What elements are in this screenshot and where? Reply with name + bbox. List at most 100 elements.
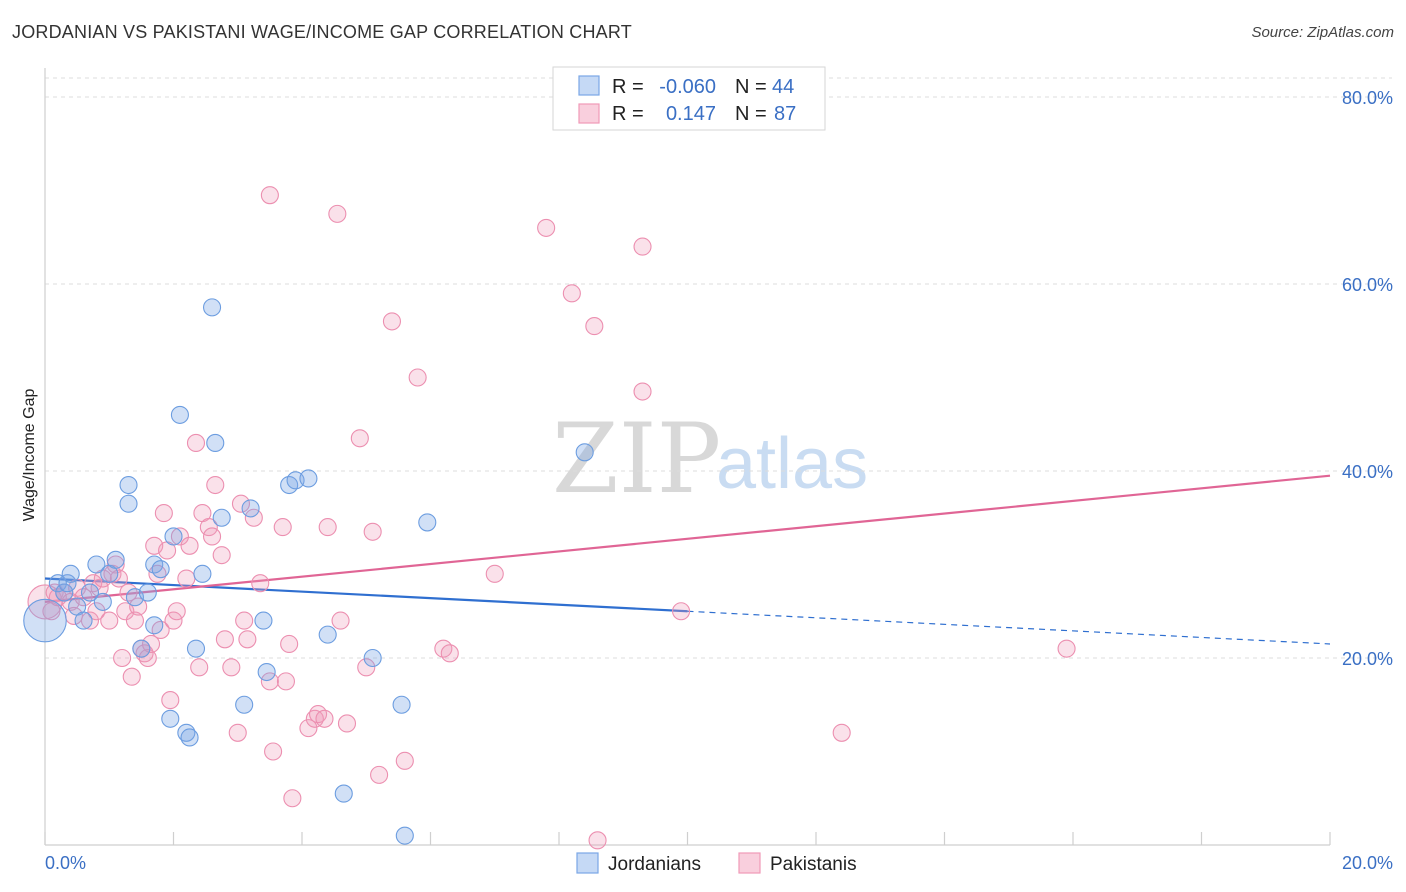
legend-r-value-2: 0.147 <box>666 103 716 125</box>
legend-r-label-2: R = <box>612 103 644 125</box>
point-pakistani <box>299 719 318 738</box>
point-jordanian <box>145 555 164 574</box>
point-pakistani <box>222 658 241 677</box>
data-points <box>23 186 1076 850</box>
legend-n-value-2: 87 <box>774 103 796 125</box>
point-jordanian <box>93 592 112 611</box>
point-pakistani <box>633 237 652 256</box>
point-pakistani <box>74 588 93 607</box>
point-pakistani <box>588 831 607 850</box>
point-pakistani <box>280 634 299 654</box>
point-pakistani <box>180 536 199 555</box>
point-pakistani <box>106 555 125 574</box>
point-pakistani <box>264 742 283 761</box>
point-jordanian <box>193 564 212 583</box>
x-tick-label: 0.0% <box>45 853 86 873</box>
point-pakistani <box>434 639 453 658</box>
point-pakistani <box>537 218 556 237</box>
point-pakistani <box>206 475 225 495</box>
point-jordanian <box>280 475 299 495</box>
point-pakistani <box>170 527 189 546</box>
point-pakistani <box>260 186 279 205</box>
point-pakistani <box>100 611 119 630</box>
point-pakistani <box>382 312 402 331</box>
legend-n-label-1: N = <box>735 76 767 98</box>
point-jordanian <box>74 611 93 630</box>
bottom-legend-swatch-pakistanis <box>738 852 761 874</box>
point-pakistani <box>87 602 106 621</box>
point-pakistani <box>315 709 334 728</box>
point-jordanian <box>186 639 206 658</box>
point-pakistani <box>215 630 234 649</box>
point-pakistani <box>633 382 652 401</box>
watermark-zip: ZIP <box>552 403 721 515</box>
point-jordanian <box>392 695 411 714</box>
point-jordanian <box>145 616 164 635</box>
point-jordanian <box>418 513 437 532</box>
point-pakistani <box>212 546 231 565</box>
point-pakistani <box>203 527 222 546</box>
point-pakistani <box>832 723 851 742</box>
watermark-atlas: atlas <box>716 424 868 504</box>
y-axis-label: Wage/Income Gap <box>21 389 38 522</box>
point-jordanian <box>363 648 382 668</box>
point-pakistani <box>167 602 186 621</box>
point-pakistani <box>485 564 504 583</box>
point-pakistani <box>337 714 357 733</box>
point-pakistani <box>190 658 209 677</box>
trend-line-jordanians <box>44 577 688 613</box>
legend-box: R = -0.060 N = 44 R = 0.147 N = 87 <box>552 66 826 131</box>
trend-line-jordanians-extrapolated <box>687 610 1331 645</box>
legend-n-value-1: 44 <box>772 76 794 98</box>
point-jordanian <box>299 469 318 488</box>
axes <box>44 68 1331 846</box>
point-pakistani <box>138 648 157 668</box>
point-jordanian <box>212 508 231 527</box>
point-jordanian <box>318 625 337 644</box>
point-jordanian <box>206 433 225 453</box>
point-jordanian <box>334 784 353 803</box>
point-pakistani <box>440 644 459 663</box>
y-tick-label: 20.0% <box>1342 649 1393 669</box>
point-jordanian <box>119 475 138 495</box>
point-pakistani <box>276 672 295 691</box>
point-jordanian <box>241 499 260 518</box>
point-pakistani <box>186 433 206 453</box>
point-pakistani <box>125 611 144 630</box>
bottom-legend-swatch-jordanians <box>576 852 599 874</box>
point-pakistani <box>672 602 691 621</box>
point-jordanian <box>138 583 157 602</box>
point-pakistani <box>331 611 350 630</box>
y-tick-label: 40.0% <box>1342 462 1393 482</box>
point-pakistani <box>350 429 369 448</box>
point-jordanian <box>132 639 151 658</box>
y-tick-labels: 20.0% 40.0% 60.0% 80.0% <box>1342 88 1393 669</box>
point-jordanian <box>257 662 276 682</box>
point-pakistani <box>395 751 414 770</box>
point-pakistani <box>231 494 251 513</box>
point-jordanian <box>87 555 106 574</box>
y-tick-label: 60.0% <box>1342 275 1393 295</box>
point-jordanian <box>395 826 414 845</box>
point-jordanian <box>254 611 273 630</box>
point-pakistani <box>235 611 254 630</box>
point-jordanian <box>161 709 180 728</box>
bottom-legend-pakistanis: Pakistanis <box>770 854 857 875</box>
point-jordanian <box>164 527 183 546</box>
point-jordanian <box>80 583 100 602</box>
point-jordanian <box>106 550 125 569</box>
point-pakistani <box>228 723 247 742</box>
point-pakistani <box>119 583 138 602</box>
point-pakistani <box>318 518 337 537</box>
point-pakistani <box>562 284 581 303</box>
y-tick-label: 80.0% <box>1342 88 1393 108</box>
x-tick-label: 20.0% <box>1342 853 1393 873</box>
point-pakistani <box>1057 639 1076 658</box>
point-pakistani <box>363 522 382 541</box>
bottom-legend: Jordanians Pakistanis <box>576 852 857 875</box>
point-jordanian <box>119 494 138 513</box>
point-pakistani <box>80 611 100 630</box>
legend-r-value-1: -0.060 <box>659 76 716 98</box>
point-pakistani <box>154 504 173 523</box>
